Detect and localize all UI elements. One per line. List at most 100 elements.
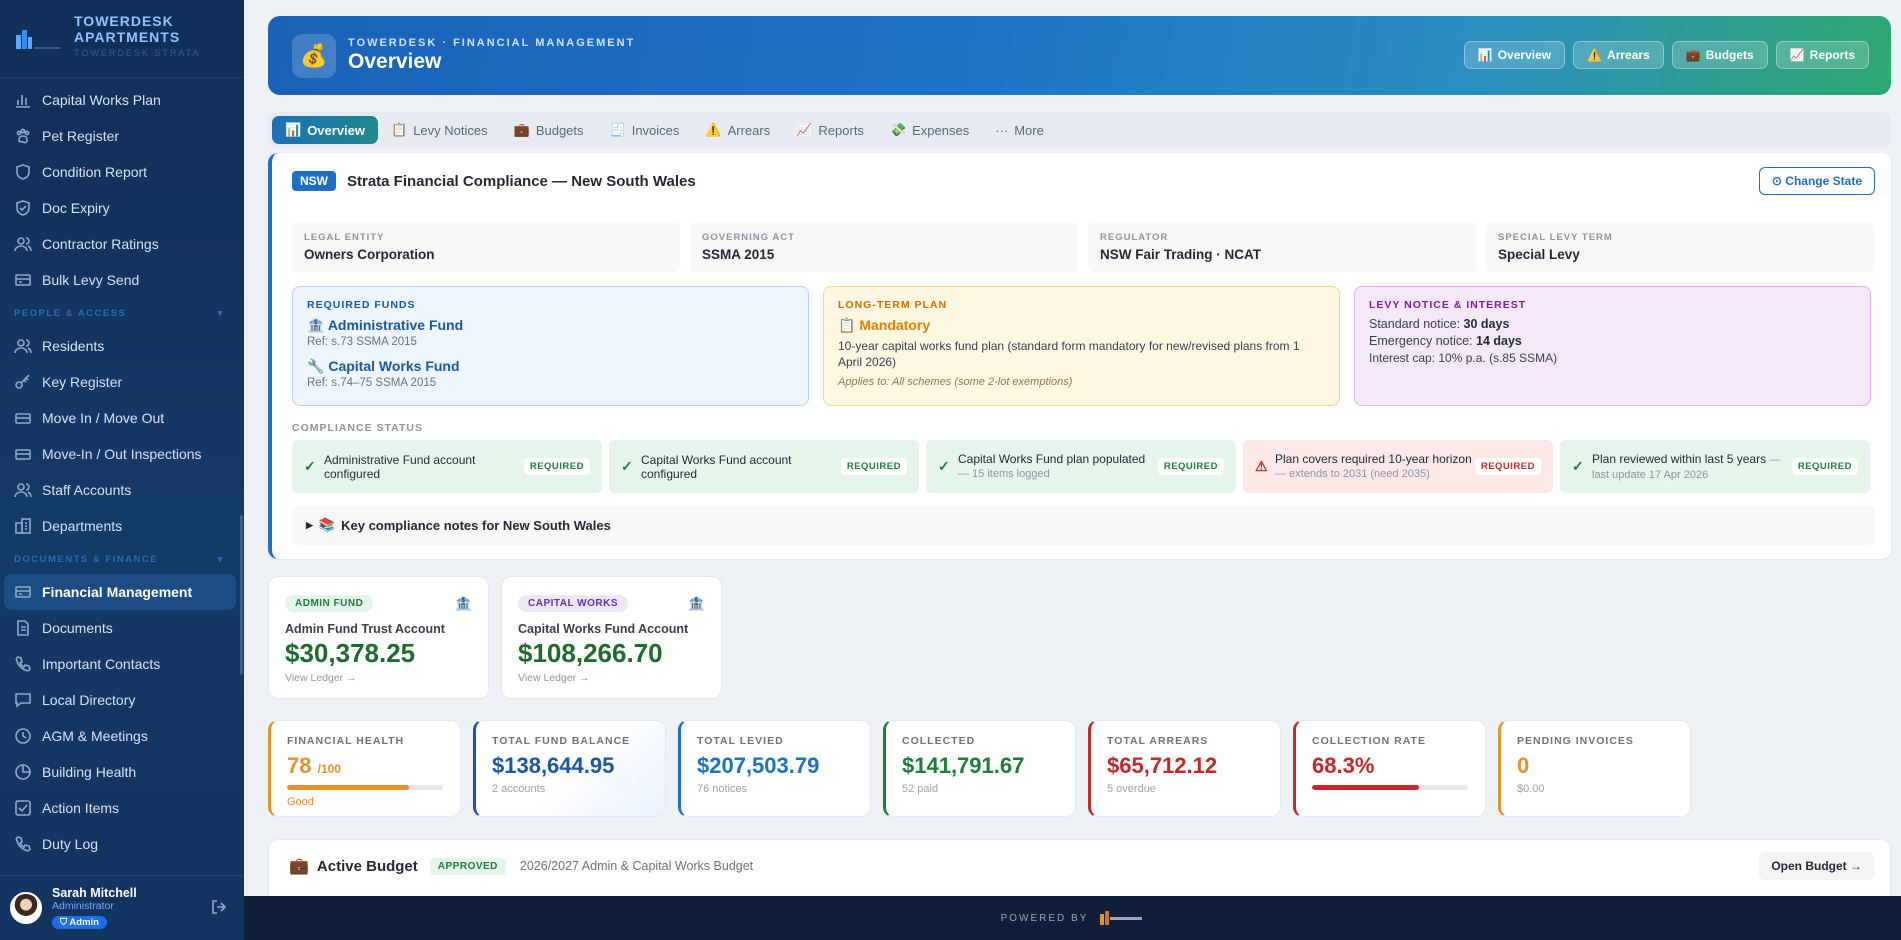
sidebar-item-key-register[interactable]: Key Register [0,364,244,400]
standard-notice-value: 30 days [1463,317,1510,331]
sidebar-item-doc-expiry[interactable]: Doc Expiry [0,190,244,226]
kpi-value: 0 [1517,753,1530,778]
sidebar-item-move-in-out[interactable]: Move In / Move Out [0,400,244,436]
tab-label: Overview [307,122,366,138]
sidebar-item-local-directory[interactable]: Local Directory [0,682,244,718]
health-score-max: /100 [317,762,341,776]
open-budget-button[interactable]: Open Budget → [1759,852,1874,880]
sidebar-item-important-contacts[interactable]: Important Contacts [0,646,244,682]
sidebar-item-bulk-levy-send[interactable]: Bulk Levy Send [0,262,244,298]
fund-link-capital[interactable]: 🔧 Capital Works Fund [307,358,794,375]
fact-value: Owners Corporation [304,247,435,262]
brand-subtitle: TOWERDESK STRATA [74,48,201,58]
state-badge: NSW [292,171,336,191]
change-state-button[interactable]: ⊙ Change State [1758,167,1875,195]
briefcase-icon: 💼 [513,122,530,137]
tab-invoices[interactable]: 🧾 Invoices [597,116,693,144]
health-bar-fill [287,785,409,790]
sidebar-item-label: Bulk Levy Send [42,272,140,288]
paw-icon [16,128,30,144]
sidebar-item-financial-management[interactable]: Financial Management [4,574,236,610]
sidebar-scrollbar[interactable] [240,515,243,675]
sidebar-item-action-items[interactable]: Action Items [0,790,244,826]
account-card-admin[interactable]: ADMIN FUND 🏦 Admin Fund Trust Account $3… [268,576,489,699]
view-ledger-link[interactable]: View Ledger → [518,672,590,684]
header-reports-button[interactable]: 📈 Reports [1775,41,1869,69]
logout-icon[interactable] [210,898,228,916]
books-icon: 📚 [318,517,336,532]
header-overview-button[interactable]: 📊 Overview [1463,41,1566,69]
tab-reports[interactable]: 📈 Reports [783,116,877,144]
header-budgets-button[interactable]: 💼 Budgets [1671,41,1768,69]
sidebar-item-label: Documents [42,620,113,636]
envelope-icon [15,274,31,286]
user-name: Sarah Mitchell [52,886,137,900]
account-name: Admin Fund Trust Account [285,622,445,636]
sidebar-item-staff-accounts[interactable]: Staff Accounts [0,472,244,508]
fact-label: SPECIAL LEVY TERM [1498,232,1613,243]
check-text: Administrative Fund account configured [324,452,476,481]
sidebar-item-move-in-inspections[interactable]: Move-In / Out Inspections [0,436,244,472]
briefcase-icon: 💼 [289,858,309,875]
sidebar-item-label: Capital Works Plan [42,92,161,108]
sidebar-item-pet-register[interactable]: Pet Register [0,118,244,154]
brand[interactable]: TOWERDESK APARTMENTS TOWERDESK STRATA [0,0,244,78]
fund-link-admin[interactable]: 🏦 Administrative Fund [307,317,794,334]
collection-rate-bar-fill [1312,785,1419,790]
kpi-value: 68.3% [1312,753,1375,778]
emergency-notice-value: 14 days [1476,334,1522,348]
sidebar-section-people[interactable]: PEOPLE & ACCESS ▾ [0,298,244,328]
user-profile[interactable]: Sarah Mitchell Administrator ⛉ Admin [0,875,244,940]
emergency-notice-label: Emergency notice: [1369,334,1473,348]
compliance-notes-toggle[interactable]: ▶ 📚 Key compliance notes for New South W… [292,505,1875,545]
trend-icon: 📈 [796,122,813,137]
phone-icon [15,656,31,672]
sidebar-section-label: DOCUMENTS & FINANCE [14,553,159,565]
clipboard-icon [15,449,31,460]
tab-budgets[interactable]: 💼 Budgets [501,116,597,144]
sidebar-item-contractor-ratings[interactable]: Contractor Ratings [0,226,244,262]
check-text: Plan reviewed within last 5 years [1592,451,1767,466]
wrench-icon: 🔧 [307,358,325,374]
tab-overview[interactable]: 📊 Overview [272,116,379,144]
sidebar-item-documents[interactable]: Documents [0,610,244,646]
sidebar-item-residents[interactable]: Residents [0,328,244,364]
user-role-badge: ⛉ Admin [52,916,107,929]
compliance-check-failed: ⚠ Plan covers required 10-year horizon — … [1243,440,1553,493]
check-subtext: — last update 17 Apr 2026 [1592,453,1781,481]
tab-label: Levy Notices [413,122,488,138]
sidebar-item-agm-meetings[interactable]: AGM & Meetings [0,718,244,754]
required-funds-card: REQUIRED FUNDS 🏦 Administrative Fund Ref… [292,286,809,406]
kpi-sub: $0.00 [1517,783,1545,795]
tab-more[interactable]: ··· More [982,116,1057,144]
account-balance: $30,378.25 [285,638,416,668]
clipboard-icon: 📋 [391,122,408,137]
header-quick-nav: 📊 Overview ⚠️ Arrears 💼 Budgets 📈 Reports [1463,41,1869,69]
header-arrears-button[interactable]: ⚠️ Arrears [1573,41,1664,69]
sidebar-section-documents[interactable]: DOCUMENTS & FINANCE ▾ [0,544,244,574]
sidebar-item-departments[interactable]: Departments [0,508,244,544]
sidebar-item-duty-log[interactable]: Duty Log [0,826,244,862]
collection-rate-bar [1312,785,1468,790]
tab-arrears[interactable]: ⚠️ Arrears [692,116,783,144]
kpi-label: COLLECTION RATE [1312,735,1426,747]
sidebar-item-building-health[interactable]: Building Health [0,754,244,790]
interest-cap: Interest cap: 10% p.a. (s.85 SSMA) [1369,351,1558,365]
avatar[interactable] [10,892,42,924]
view-ledger-link[interactable]: View Ledger → [285,672,357,684]
account-card-capital[interactable]: CAPITAL WORKS 🏦 Capital Works Fund Accou… [501,576,722,699]
tab-levy-notices[interactable]: 📋 Levy Notices [378,116,501,144]
sidebar-item-capital-works-plan[interactable]: Capital Works Plan [0,82,244,118]
sidebar-item-condition-report[interactable]: Condition Report [0,154,244,190]
brand-logo-icon [16,30,60,49]
chevron-down-icon: ▾ [217,307,224,319]
page-header: 💰 TOWERDESK · FINANCIAL MANAGEMENT Overv… [268,16,1891,95]
required-badge: REQUIRED [1791,458,1858,475]
tab-expenses[interactable]: 💸 Expenses [877,116,982,144]
users-icon [14,237,32,252]
sidebar-item-label: Doc Expiry [42,200,110,216]
check-icon: ✓ [304,458,316,474]
kpi-financial-health: FINANCIAL HEALTH 78 /100 Good [268,720,461,817]
compliance-status-label: COMPLIANCE STATUS [292,422,423,434]
budget-status-badge: APPROVED [429,857,506,875]
